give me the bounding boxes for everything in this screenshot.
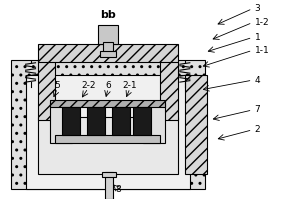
Bar	[103, 42, 113, 52]
Bar	[38, 44, 178, 62]
Text: bb: bb	[100, 10, 116, 20]
Bar	[143, 103, 165, 143]
Text: 6: 6	[105, 81, 111, 90]
Text: 7: 7	[254, 105, 260, 114]
Bar	[102, 172, 116, 177]
Bar	[160, 60, 178, 120]
Bar	[50, 100, 165, 107]
Text: 1-2: 1-2	[254, 18, 269, 27]
Bar	[26, 75, 190, 189]
Text: 1-1: 1-1	[254, 46, 269, 55]
Text: 2-2: 2-2	[81, 81, 95, 90]
Bar	[105, 172, 113, 199]
Bar	[185, 75, 207, 174]
Bar	[38, 117, 178, 174]
Text: 3: 3	[254, 4, 260, 13]
Bar	[100, 51, 116, 57]
Bar	[133, 107, 151, 135]
Text: 5: 5	[55, 81, 60, 90]
Text: 8: 8	[115, 185, 121, 194]
Text: 2-1: 2-1	[123, 81, 137, 90]
Bar	[98, 25, 118, 44]
Bar	[112, 107, 130, 135]
Bar	[56, 135, 160, 143]
Text: 4: 4	[254, 76, 260, 85]
Text: 1: 1	[254, 33, 260, 42]
Bar	[38, 60, 56, 120]
Bar	[87, 107, 105, 135]
Text: 2: 2	[254, 125, 260, 134]
Bar	[50, 103, 72, 143]
Bar	[11, 60, 205, 189]
Bar	[62, 107, 80, 135]
